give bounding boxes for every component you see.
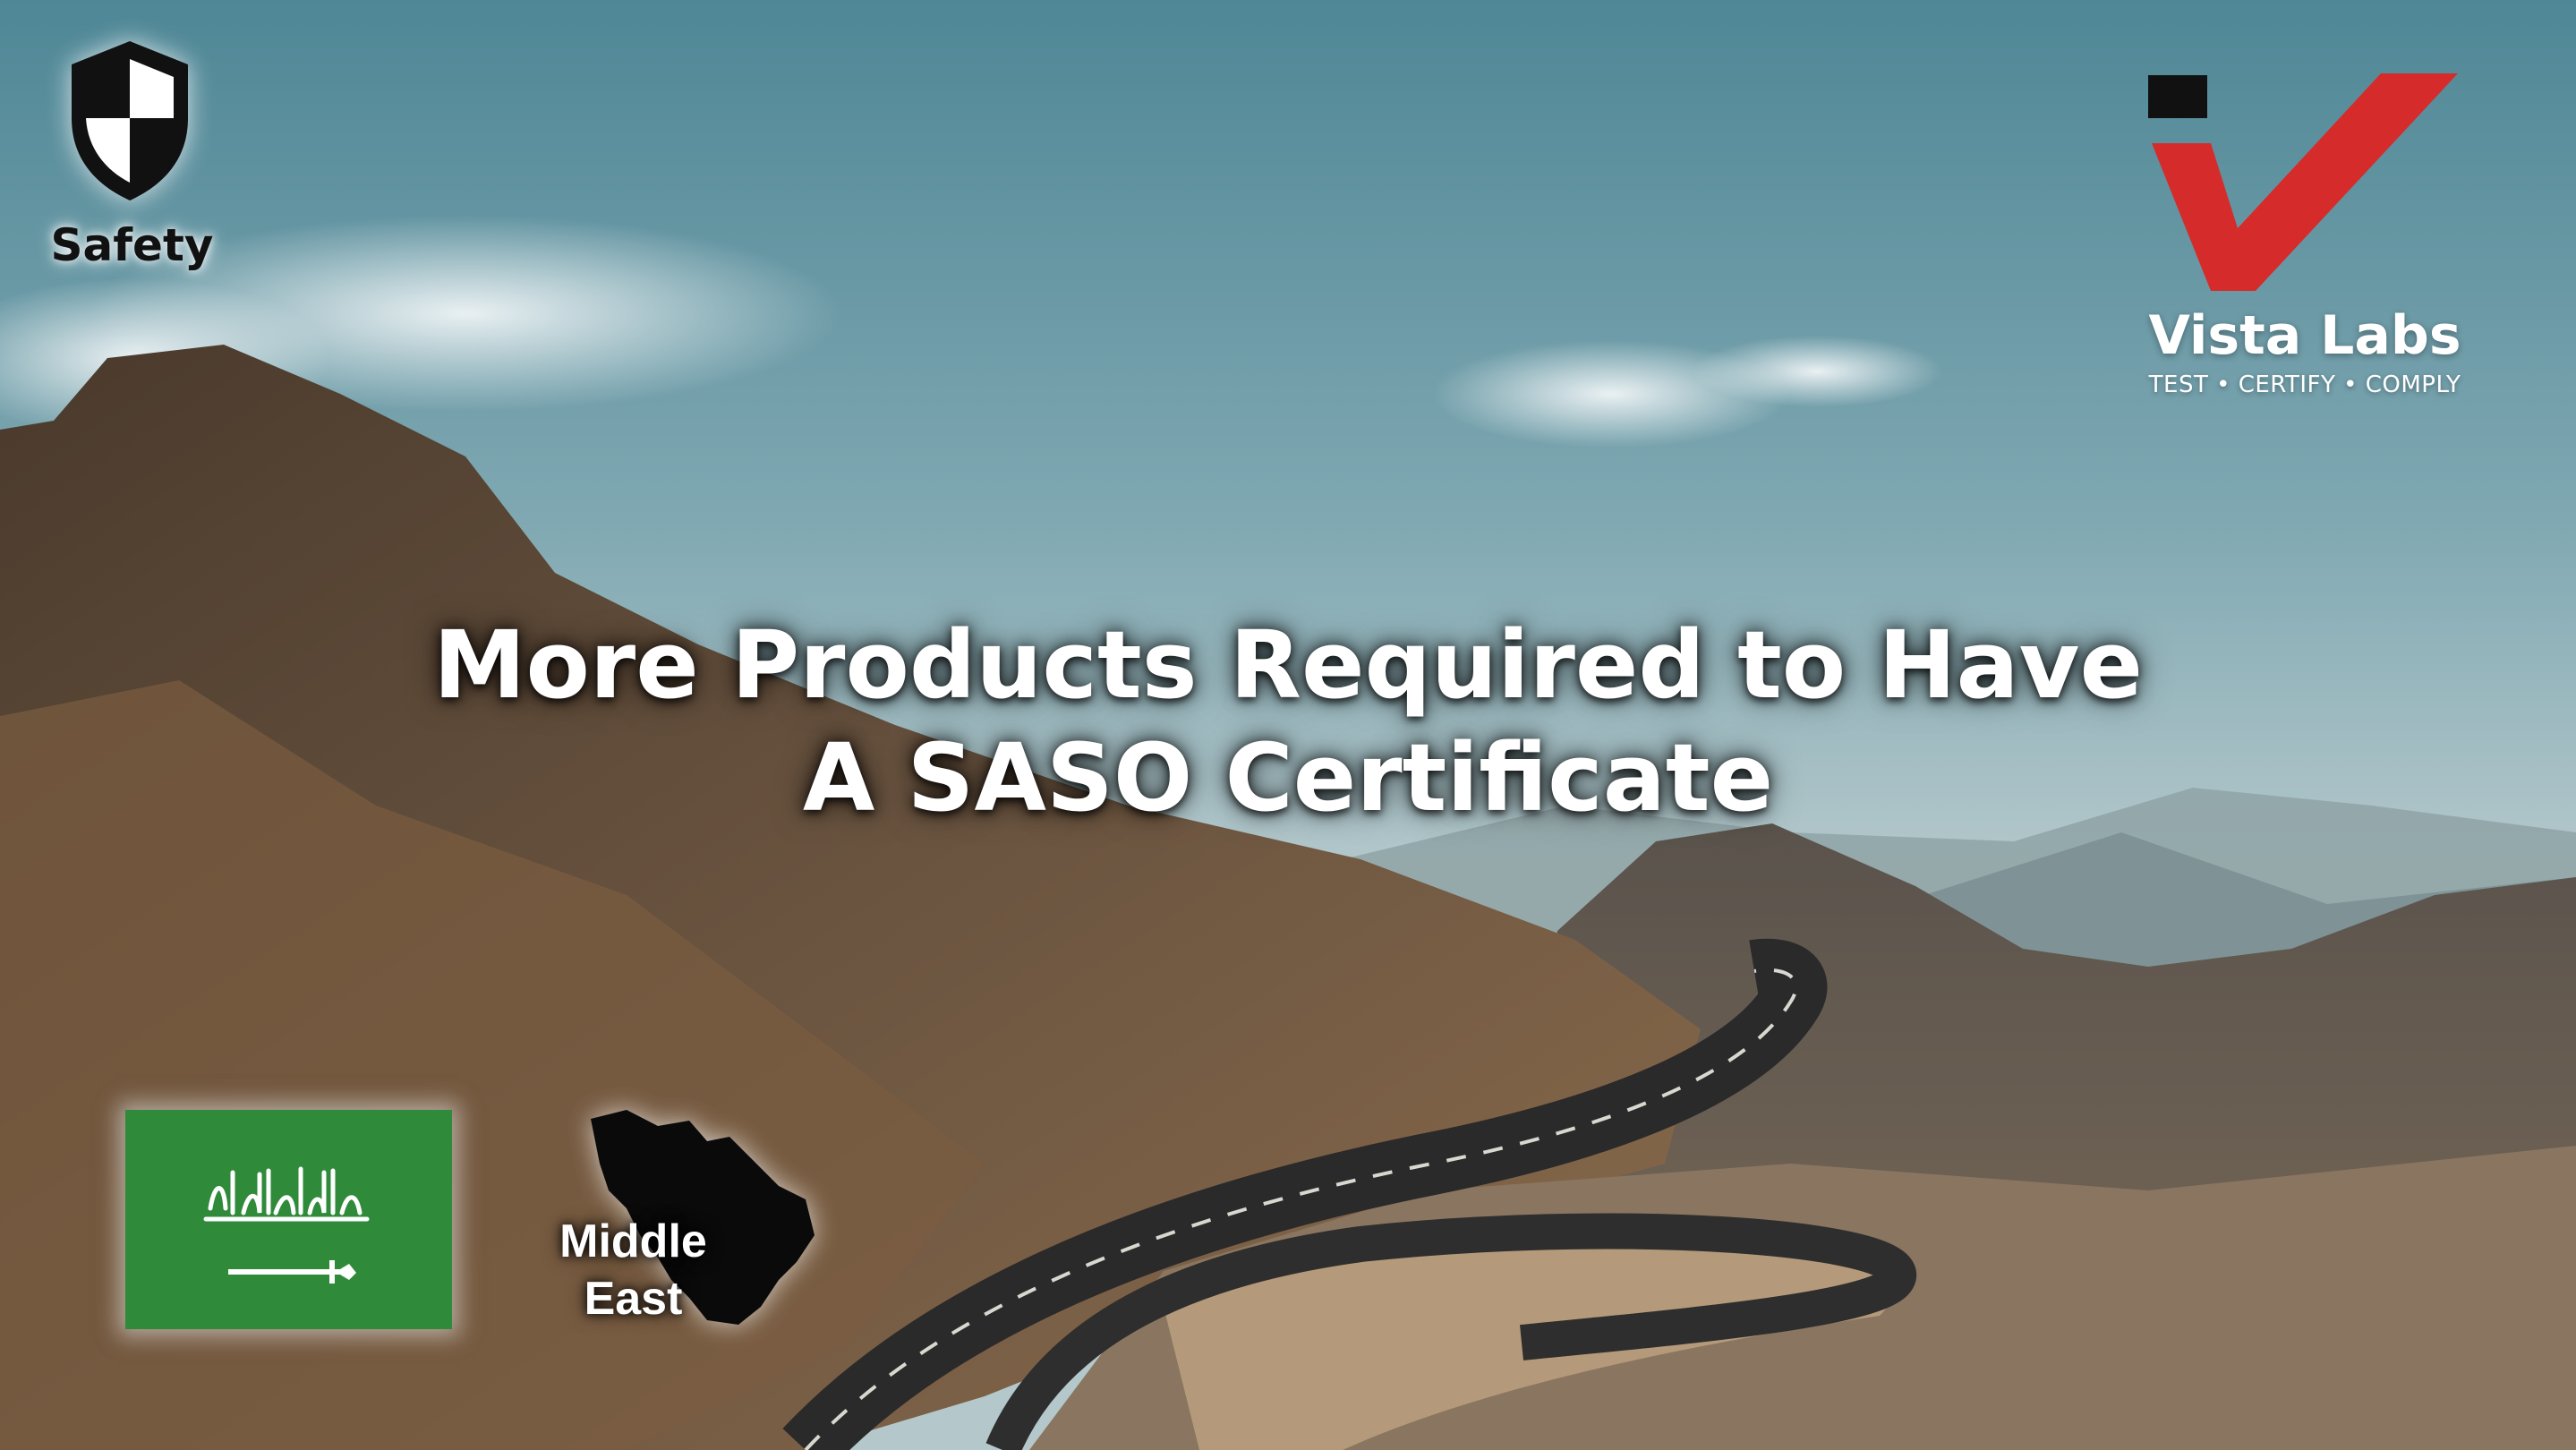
headline-line-1: More Products Required to Have [432,610,2144,720]
region-label: Middle East [537,1213,729,1327]
saudi-arabia-flag-icon [125,1110,452,1329]
flag-emblem [125,1110,452,1329]
region-label-line-2: East [584,1273,683,1325]
headline-line-2: A SASO Certificate [802,723,1774,832]
safety-badge: Safety [36,36,215,286]
headline: More Products Required to Have A SASO Ce… [348,609,2228,834]
logo-tagline: TEST • CERTIFY • COMPLY [2148,371,2461,398]
region-label-line-1: Middle [559,1215,707,1267]
vista-labs-logo-icon [2148,73,2458,291]
vista-labs-logo: Vista Labs TEST • CERTIFY • COMPLY [2139,63,2479,412]
logo-name: Vista Labs [2148,304,2461,367]
middle-east-map-icon [591,1110,815,1325]
safety-label: Safety [50,219,214,271]
shield-icon [72,41,188,200]
